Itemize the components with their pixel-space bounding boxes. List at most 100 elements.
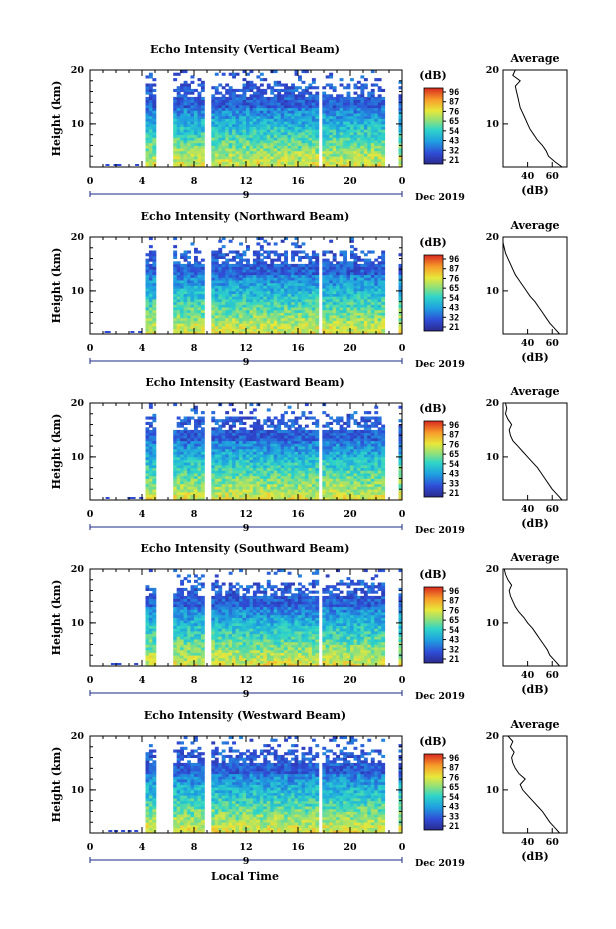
heatmap-cell: [280, 118, 285, 122]
heatmap-cell: [148, 299, 153, 303]
heatmap-cell: [356, 80, 361, 84]
heatmap-cell: [239, 309, 243, 313]
heatmap-cell: [353, 323, 358, 327]
heatmap-cell: [277, 255, 282, 259]
heatmap-cell: [176, 150, 181, 154]
heatmap-cell: [277, 113, 282, 117]
heatmap-cell: [180, 481, 184, 485]
heatmap-cell: [194, 145, 198, 149]
heatmap-cell: [259, 456, 264, 460]
heatmap-cell: [370, 304, 375, 308]
heatmap-cell: [239, 113, 243, 117]
heatmap-cell: [350, 126, 354, 130]
heatmap-cell: [311, 320, 316, 324]
heatmap-cell: [239, 467, 243, 471]
heatmap-cell: [304, 145, 309, 149]
heatmap-cell: [232, 126, 236, 130]
heatmap-cell: [266, 107, 271, 111]
heatmap-cell: [228, 293, 233, 297]
heatmap-cell: [249, 158, 254, 162]
heatmap-cell: [173, 148, 178, 152]
heatmap-cell: [152, 293, 157, 297]
heatmap-cell: [187, 454, 191, 458]
heatmap-cell: [232, 91, 236, 95]
heatmap-cell: [266, 285, 271, 289]
heatmap-cell: [249, 473, 254, 477]
heatmap-cell: [298, 158, 302, 162]
heatmap-cell: [259, 296, 264, 300]
heatmap-cell: [152, 110, 157, 114]
heatmap-cell: [197, 288, 202, 292]
heatmap-cell: [218, 293, 223, 297]
heatmap-cell: [187, 272, 191, 276]
heatmap-cell: [294, 312, 299, 316]
heatmap-cell: [381, 158, 386, 162]
heatmap-cell: [360, 129, 365, 133]
heatmap-cell: [235, 456, 240, 460]
heatmap-cell: [249, 483, 254, 487]
heatmap-cell: [145, 446, 150, 450]
heatmap-cell: [266, 266, 271, 270]
heatmap-cell: [273, 134, 278, 138]
heatmap-cell: [339, 121, 344, 125]
heatmap-cell: [291, 494, 295, 498]
heatmap-cell: [311, 161, 316, 165]
heatmap-cell: [242, 494, 247, 498]
heatmap-cell: [322, 118, 327, 122]
heatmap-cell: [239, 448, 243, 452]
heatmap-cell: [194, 328, 198, 332]
heatmap-cell: [270, 258, 275, 262]
heatmap-cell: [294, 86, 299, 90]
heatmap-cell: [381, 134, 386, 138]
heatmap-cell: [194, 156, 198, 160]
heatmap-cell: [183, 427, 188, 431]
heatmap-cell: [273, 258, 278, 262]
heatmap-cell: [273, 301, 278, 305]
heatmap-cell: [214, 419, 219, 423]
heatmap-cell: [148, 317, 153, 321]
heatmap-cell: [176, 269, 181, 273]
heatmap-cell: [284, 258, 288, 262]
heatmap-cell: [187, 446, 191, 450]
heatmap-cell: [294, 315, 299, 319]
heatmap-cell: [332, 323, 337, 327]
heatmap-cell: [252, 105, 257, 109]
heatmap-cell: [104, 331, 109, 333]
heatmap-cell: [398, 320, 403, 324]
heatmap-cell: [218, 446, 223, 450]
heatmap-cell: [332, 140, 337, 144]
heatmap-cell: [277, 118, 282, 122]
heatmap-cell: [225, 269, 230, 273]
heatmap-cell: [197, 129, 202, 133]
heatmap-cell: [259, 489, 264, 493]
heatmap-cell: [176, 481, 181, 485]
heatmap-cell: [228, 269, 233, 273]
heatmap-cell: [280, 497, 285, 501]
heatmap-cell: [232, 421, 236, 425]
heatmap-cell: [235, 317, 240, 321]
heatmap-cell: [197, 320, 202, 324]
heatmap-cell: [256, 486, 261, 490]
heatmap-cell: [214, 470, 219, 474]
heatmap-cell: [173, 153, 178, 157]
heatmap-cell: [398, 118, 403, 122]
heatmap-cell: [197, 494, 202, 498]
heatmap-cell: [211, 269, 216, 273]
heatmap-cell: [280, 446, 285, 450]
heatmap-cell: [325, 94, 330, 98]
heatmap-cell: [304, 132, 309, 136]
heatmap-cell: [367, 272, 372, 276]
heatmap-cell: [280, 134, 285, 138]
heatmap-cell: [329, 75, 334, 79]
heatmap-cell: [287, 121, 292, 125]
heatmap-cell: [252, 451, 257, 455]
heatmap-cell: [180, 156, 184, 160]
heatmap-cell: [287, 438, 292, 442]
heatmap-cell: [180, 489, 184, 493]
heatmap-cell: [242, 427, 247, 431]
heatmap-cell: [259, 121, 264, 125]
heatmap-cell: [173, 110, 178, 114]
heatmap-cell: [353, 91, 358, 95]
heatmap-cell: [225, 96, 230, 100]
heatmap-cell: [176, 142, 181, 146]
